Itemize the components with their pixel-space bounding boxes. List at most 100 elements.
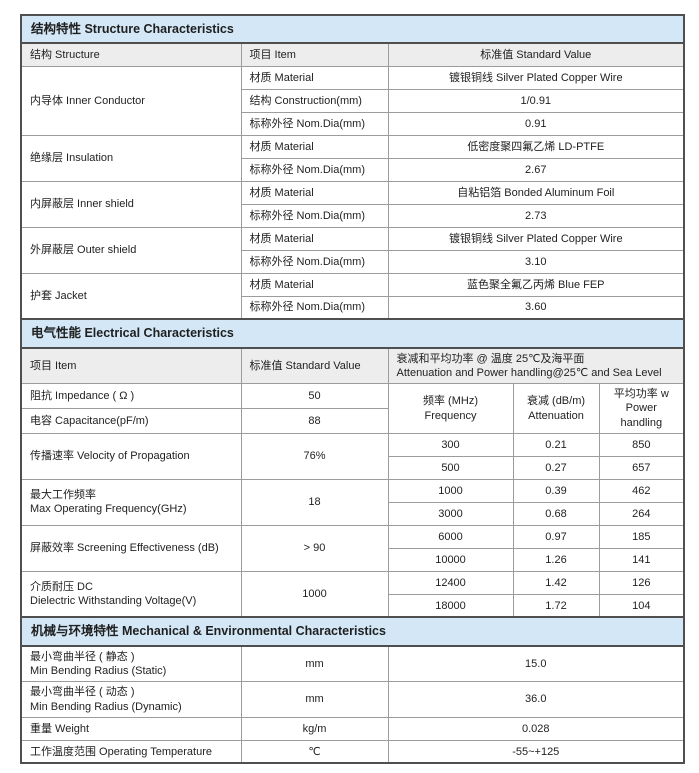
power-cell: 462 <box>598 478 685 503</box>
item-cell: 重量 Weight <box>20 716 242 741</box>
table-row: 内导体 Inner Conductor 材质 Material 镀银铜线 Sil… <box>20 65 685 136</box>
table-row: 内屏蔽层 Inner shield 材质 Material 自粘铝箔 Bonde… <box>20 180 685 228</box>
attenuation-subheader: 衰减 (dB/m) Attenuation <box>512 383 600 434</box>
unit-cell: mm <box>240 645 389 683</box>
value-cell: 76% <box>240 432 389 480</box>
attenuation-power-header: 衰减和平均功率 @ 温度 25℃及海平面 Attenuation and Pow… <box>387 346 685 385</box>
table-row: 标称外径 Nom.Dia(mm) 0.91 <box>21 111 685 136</box>
unit-cell: ℃ <box>240 739 389 764</box>
value-cell: 蓝色聚全氟乙丙烯 Blue FEP <box>387 272 685 297</box>
table-row: 最小弯曲半径 ( 静态 ) Min Bending Radius (Static… <box>20 645 685 683</box>
power-cell: 141 <box>598 547 685 572</box>
value-cell: 88 <box>240 408 389 434</box>
attenuation-cell: 0.39 <box>512 478 600 503</box>
item-cell: 标称外径 Nom.Dia(mm) <box>240 111 389 136</box>
group-name-cell: 内屏蔽层 Inner shield <box>20 180 242 228</box>
electrical-section-title: 电气性能 Electrical Characteristics <box>20 318 685 349</box>
frequency-cell: 500 <box>387 455 514 480</box>
group-name-cell: 内导体 Inner Conductor <box>20 65 242 136</box>
standard-value-col-header: 标准值 Standard Value <box>240 346 389 385</box>
item-cell: 最小弯曲半径 ( 静态 ) Min Bending Radius (Static… <box>20 645 242 683</box>
electrical-column-header-row: 项目 Item 标准值 Standard Value 衰减和平均功率 @ 温度 … <box>20 346 685 385</box>
item-cell: 阻抗 Impedance ( Ω ) <box>20 383 242 410</box>
value-cell: 2.73 <box>387 203 685 228</box>
structure-section-title: 结构特性 Structure Characteristics <box>20 13 685 45</box>
item-cell: 传播速率 Velocity of Propagation <box>20 432 242 480</box>
table-row: 屏蔽效率 Screening Effectiveness (dB) > 90 6… <box>20 524 685 572</box>
power-cell: 850 <box>598 432 685 457</box>
table-row: 10000 1.26 141 <box>21 547 685 572</box>
structure-col-header: 结构 Structure <box>20 42 242 67</box>
item-cell: 材质 Material <box>240 226 389 251</box>
value-col-header: 标准值 Standard Value <box>387 42 685 67</box>
unit-cell: mm <box>240 681 389 718</box>
value-cell: 3.10 <box>387 249 685 274</box>
frequency-cell: 6000 <box>387 524 514 549</box>
power-cell: 104 <box>598 593 685 618</box>
table-row: 标称外径 Nom.Dia(mm) 2.67 <box>21 157 685 182</box>
table-row: 护套 Jacket 材质 Material 蓝色聚全氟乙丙烯 Blue FEP <box>20 272 685 320</box>
power-cell: 185 <box>598 524 685 549</box>
attenuation-cell: 0.27 <box>512 455 600 480</box>
mechanical-section-header-row: 机械与环境特性 Mechanical & Environmental Chara… <box>20 616 685 647</box>
table-row: 最小弯曲半径 ( 动态 ) Min Bending Radius (Dynami… <box>20 681 685 718</box>
power-cell: 264 <box>598 501 685 526</box>
table-row: 电容 Capacitance(pF/m) 88 <box>20 408 684 434</box>
frequency-cell: 10000 <box>387 547 514 572</box>
item-cell: 最大工作频率 Max Operating Frequency(GHz) <box>20 478 242 526</box>
item-cell: 材质 Material <box>240 65 389 90</box>
table-row: 标称外径 Nom.Dia(mm) 3.60 <box>21 295 685 320</box>
cable-spec-table: 结构特性 Structure Characteristics 结构 Struct… <box>20 13 686 765</box>
value-cell: 3.60 <box>387 295 685 320</box>
table-row: 结构 Construction(mm) 1/0.91 <box>21 88 685 113</box>
structure-column-header-row: 结构 Structure 项目 Item 标准值 Standard Value <box>20 42 685 67</box>
table-row: 阻抗 Impedance ( Ω ) 50 频率 (MHz) Frequency… <box>20 383 685 434</box>
frequency-cell: 18000 <box>387 593 514 618</box>
item-col-header: 项目 Item <box>240 42 389 67</box>
unit-cell: kg/m <box>240 716 389 741</box>
group-name-cell: 护套 Jacket <box>20 272 242 320</box>
item-cell: 标称外径 Nom.Dia(mm) <box>240 295 389 320</box>
table-row: 18000 1.72 104 <box>21 593 685 618</box>
item-col-header: 项目 Item <box>20 346 242 385</box>
table-row: 工作温度范围 Operating Temperature ℃ -55~+125 <box>20 739 685 764</box>
value-cell: 18 <box>240 478 389 526</box>
spec-sheet: 结构特性 Structure Characteristics 结构 Struct… <box>20 13 686 765</box>
value-cell: > 90 <box>240 524 389 572</box>
power-cell: 657 <box>598 455 685 480</box>
value-cell: 0.028 <box>387 716 685 741</box>
value-cell: 36.0 <box>387 681 685 718</box>
value-cell: 1000 <box>240 570 389 618</box>
item-cell: 材质 Material <box>240 180 389 205</box>
attenuation-cell: 1.42 <box>512 570 600 595</box>
value-cell: 低密度聚四氟乙烯 LD-PTFE <box>387 134 685 159</box>
value-cell: 50 <box>240 383 389 410</box>
group-name-cell: 外屏蔽层 Outer shield <box>20 226 242 274</box>
item-cell: 标称外径 Nom.Dia(mm) <box>240 249 389 274</box>
frequency-cell: 3000 <box>387 501 514 526</box>
power-subheader: 平均功率 w Power handling <box>598 383 685 434</box>
power-cell: 126 <box>598 570 685 595</box>
table-row: 标称外径 Nom.Dia(mm) 3.10 <box>21 249 685 274</box>
table-row: 外屏蔽层 Outer shield 材质 Material 镀银铜线 Silve… <box>20 226 685 274</box>
table-row: 重量 Weight kg/m 0.028 <box>20 716 685 741</box>
attenuation-cell: 1.26 <box>512 547 600 572</box>
table-row: 绝缘层 Insulation 材质 Material 低密度聚四氟乙烯 LD-P… <box>20 134 685 182</box>
item-cell: 标称外径 Nom.Dia(mm) <box>240 203 389 228</box>
item-cell: 工作温度范围 Operating Temperature <box>20 739 242 764</box>
table-row: 标称外径 Nom.Dia(mm) 2.73 <box>21 203 685 228</box>
attenuation-cell: 0.68 <box>512 501 600 526</box>
attenuation-cell: 1.72 <box>512 593 600 618</box>
value-cell: 2.67 <box>387 157 685 182</box>
mechanical-section-title: 机械与环境特性 Mechanical & Environmental Chara… <box>20 616 685 647</box>
frequency-cell: 1000 <box>387 478 514 503</box>
item-cell: 屏蔽效率 Screening Effectiveness (dB) <box>20 524 242 572</box>
item-cell: 结构 Construction(mm) <box>240 88 389 113</box>
frequency-subheader: 频率 (MHz) Frequency <box>387 383 514 434</box>
value-cell: 自粘铝箔 Bonded Aluminum Foil <box>387 180 685 205</box>
item-cell: 电容 Capacitance(pF/m) <box>20 408 242 434</box>
value-cell: 15.0 <box>387 645 685 683</box>
frequency-cell: 300 <box>387 432 514 457</box>
value-cell: -55~+125 <box>387 739 685 764</box>
item-cell: 材质 Material <box>240 134 389 159</box>
